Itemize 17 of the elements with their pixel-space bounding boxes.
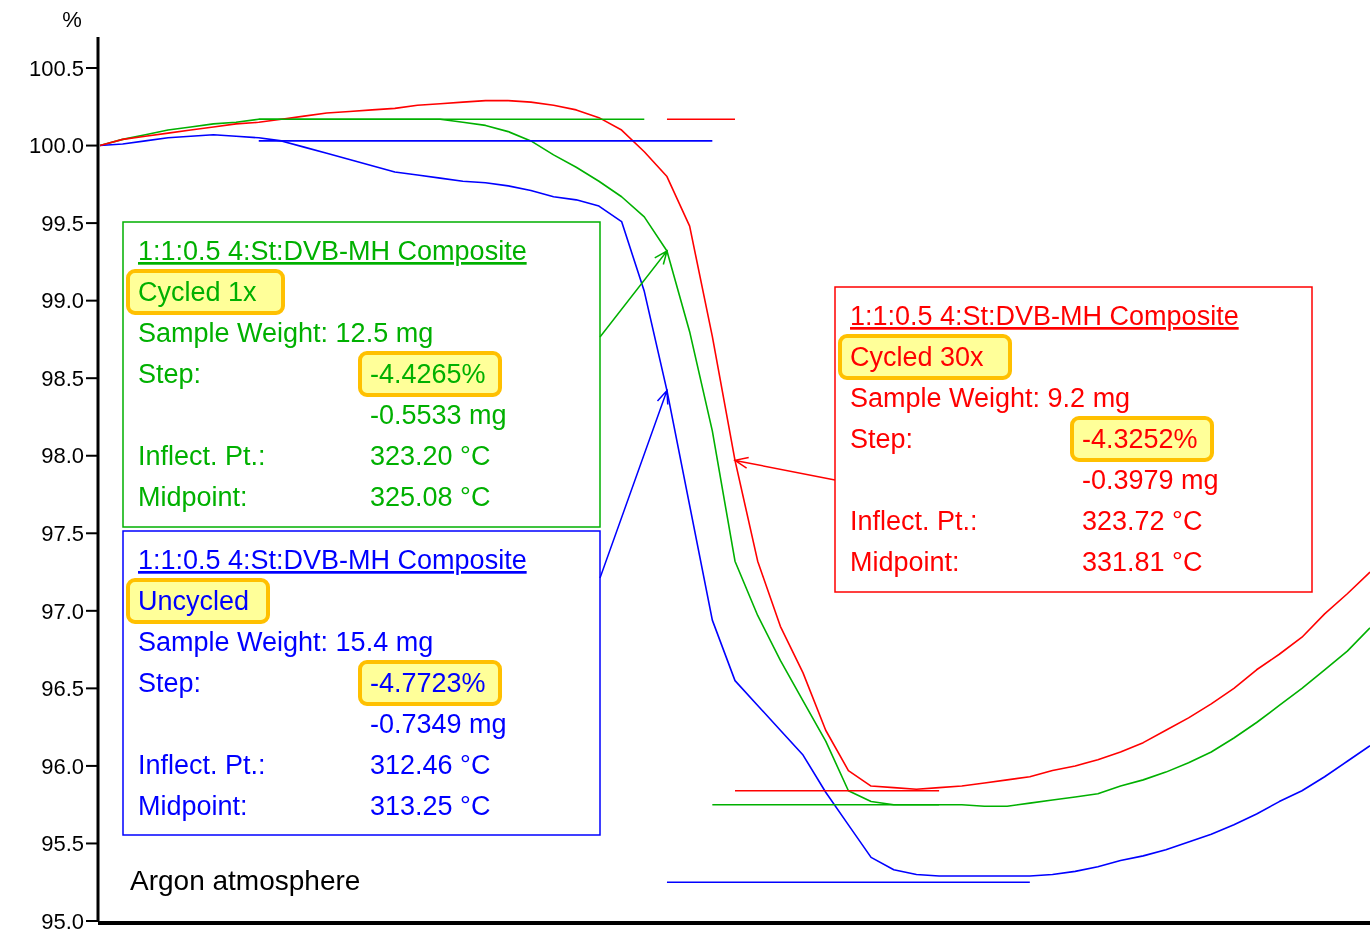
- annotation: Argon atmosphere: [130, 865, 361, 896]
- text: 1:1:0.5 4:St:DVB-MH Composite Cycled 1x Sample Weight: 12.5 mg Step: -4.4265% -0.5533 mg Inflect. Pt.: 323.20 °C Midpoint: 325.08 °C: [138, 236, 527, 512]
- y-tick-label: 98.0: [41, 443, 84, 469]
- y-tick-label: 97.5: [41, 520, 84, 546]
- text: 1:1:0.5 4:St:DVB-MH Composite Cycled 30x Sample Weight: 9.2 mg Step: -4.3252% -0.3979 mg Inflect. Pt.: 323.72 °C Midpoint: 331.81 °C: [850, 301, 1239, 577]
- y-tick-label: 99.5: [41, 210, 84, 236]
- y-tick-label: 100.5: [28, 55, 84, 81]
- y-tick-label: 97.0: [41, 598, 84, 624]
- y-tick-label: 99.0: [41, 288, 84, 314]
- y-tick-label: 96.0: [41, 753, 84, 779]
- y-tick-label: 98.5: [41, 365, 84, 391]
- y-tick-label: 100.0: [28, 133, 84, 159]
- y-tick-label: 95.0: [41, 908, 84, 934]
- y-axis-title: %: [62, 7, 82, 32]
- y-tick-label: 95.5: [41, 831, 84, 857]
- text: 1:1:0.5 4:St:DVB-MH Composite Uncycled Sample Weight: 15.4 mg Step: -4.7723% -0.7349 mg Inflect. Pt.: 312.46 °C Midpoint: 313.25 °C: [138, 545, 527, 821]
- y-tick-label: 96.5: [41, 676, 84, 702]
